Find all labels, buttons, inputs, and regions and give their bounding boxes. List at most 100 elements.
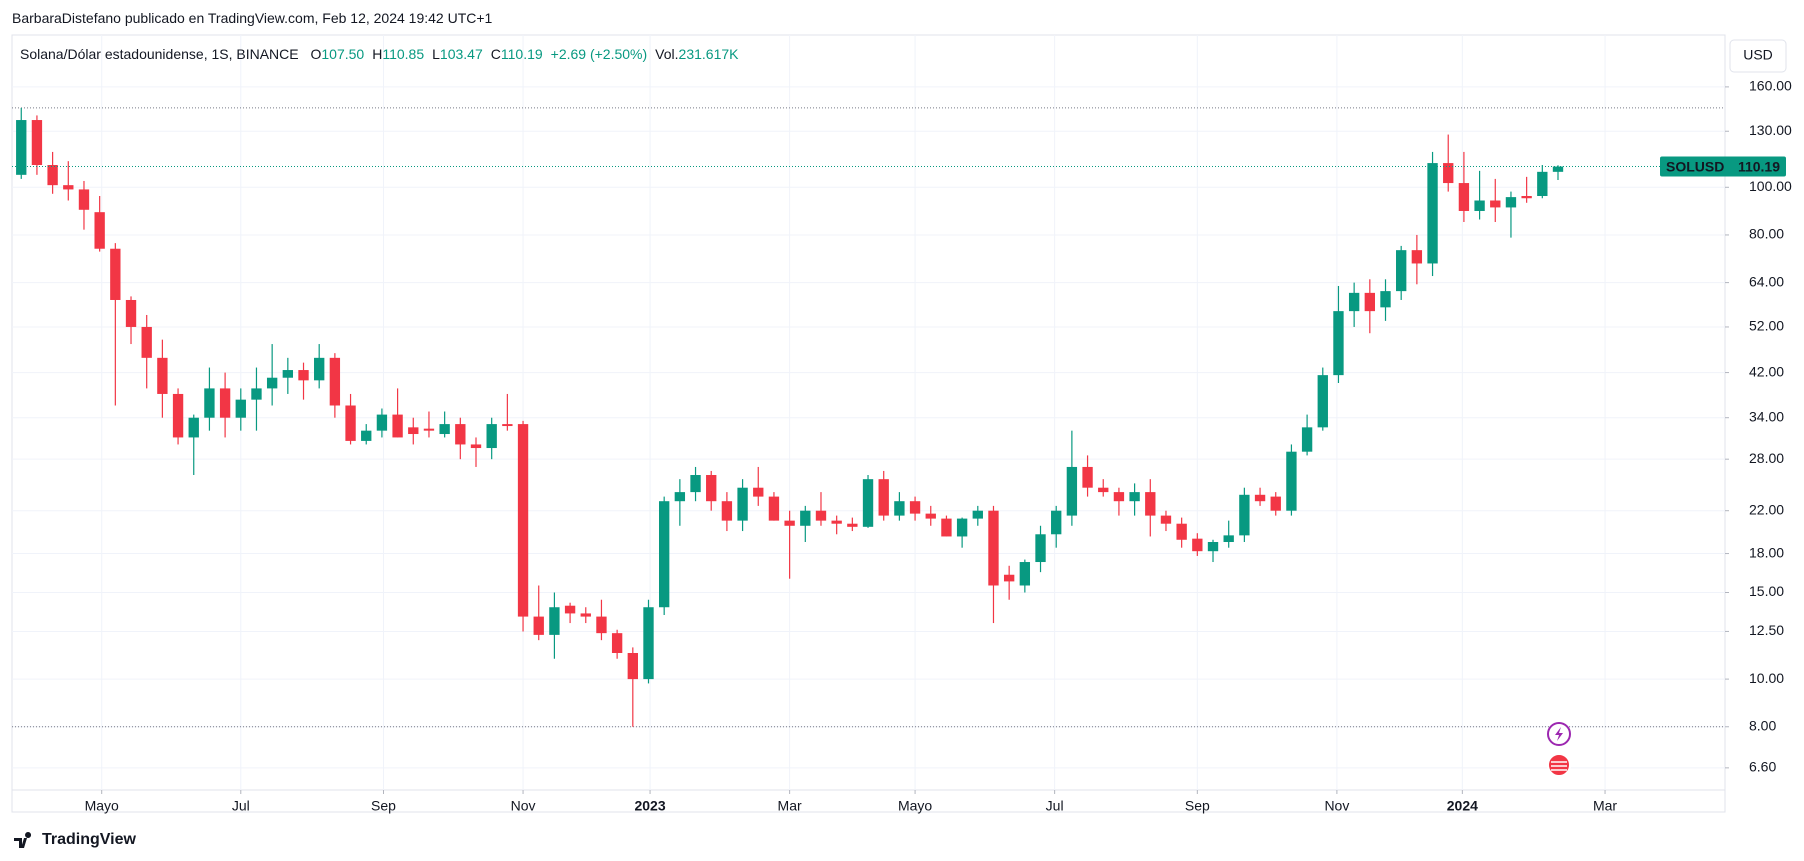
candle-body (533, 616, 544, 635)
candle-body (251, 388, 262, 400)
candle-body (219, 388, 231, 418)
candle-body (878, 479, 889, 516)
candles (12, 107, 1725, 727)
candle-body (1223, 535, 1234, 543)
candle-body (1333, 311, 1344, 376)
candle-body (643, 607, 654, 680)
legend-value: 103.47 (439, 46, 483, 62)
candle-body (800, 510, 811, 526)
candle-body (1317, 375, 1328, 428)
x-tick-label: Jul (232, 798, 250, 814)
candle-body (63, 185, 74, 190)
candle-body (314, 357, 325, 381)
candle-body (470, 444, 482, 449)
candle-body (909, 501, 921, 514)
candle-body (862, 479, 874, 527)
legend-volume: 231.617K (678, 46, 739, 62)
y-tick-label: 10.00 (1749, 670, 1784, 686)
legend-key: H (372, 46, 383, 62)
candle-body (1348, 292, 1360, 312)
candle-body (1113, 492, 1125, 502)
candle-body (1239, 494, 1250, 536)
grid (12, 35, 1725, 790)
candle-body (1380, 291, 1391, 308)
candle-body (831, 520, 842, 524)
candle-body (1490, 200, 1501, 208)
candle-body (1552, 166, 1564, 172)
legend-key: O (310, 46, 322, 62)
candle-body (611, 633, 623, 653)
legend-volume-key: Vol. (655, 46, 679, 62)
candle-body (204, 388, 215, 418)
x-tick-label: Mayo (898, 798, 932, 814)
candle-body (1521, 196, 1532, 199)
candle-body (847, 523, 858, 527)
currency[interactable]: USD (1743, 47, 1773, 63)
symbol-title: Solana/Dólar estadounidense, 1S, BINANCE (20, 46, 299, 62)
country-icon[interactable] (1547, 753, 1571, 777)
x-tick-label: 2024 (1447, 798, 1478, 814)
candle-body (486, 424, 497, 449)
candle-body (455, 424, 466, 445)
candle-body (16, 120, 27, 175)
candle-body (1537, 171, 1548, 197)
candle-body (392, 414, 403, 438)
candle-body (1098, 487, 1109, 493)
y-tick-label: 42.00 (1749, 363, 1784, 379)
candle-body (1396, 250, 1407, 292)
candle-body (784, 520, 795, 526)
candle-body (1411, 250, 1423, 264)
event-icon-bolt (1555, 727, 1563, 741)
y-tick-label: 34.00 (1749, 408, 1784, 424)
x-tick-label: Sep (1185, 798, 1210, 814)
price-tag-symbol: SOLUSD (1666, 158, 1724, 174)
x-tick-label: Sep (371, 798, 396, 814)
candle-body (329, 357, 341, 406)
candle-body (298, 370, 309, 381)
currency-box[interactable] (1729, 39, 1787, 73)
brand-logo (14, 832, 32, 848)
legend-value: 110.19 (500, 46, 543, 62)
axes: 160.00 130.00 100.00 80.00 64.00 52.00 42.00 34… (85, 78, 1792, 814)
candle-body (78, 189, 90, 210)
candle-body (1192, 538, 1203, 552)
candle-body (125, 299, 137, 327)
x-tick-label: Mar (1593, 798, 1617, 814)
candle-body (549, 607, 560, 635)
candle-body (1129, 492, 1140, 502)
y-tick-label: 8.00 (1749, 717, 1776, 733)
candle-body (1301, 427, 1313, 452)
candle-body (596, 616, 607, 634)
legend-key: C (490, 46, 501, 62)
candle-body (737, 487, 748, 521)
country-icon-stripes (1551, 761, 1567, 771)
candle-body (502, 424, 513, 427)
y-tick-label: 12.50 (1749, 622, 1784, 638)
candle-body (1286, 451, 1297, 511)
candle-body (439, 424, 450, 435)
candle-body (157, 357, 168, 394)
y-tick-label: 80.00 (1749, 226, 1784, 242)
candle-body (956, 518, 968, 537)
candle-body (361, 430, 372, 441)
y-tick-label: 52.00 (1749, 318, 1784, 334)
y-tick-label: 160.00 (1749, 78, 1792, 94)
candle-body (564, 605, 576, 614)
legend-value: 110.85 (382, 46, 425, 62)
candle-body (172, 393, 184, 438)
candle-body (408, 427, 419, 435)
candle-body (282, 370, 294, 378)
legend-key: L (432, 46, 440, 62)
byline: BarbaraDistefano publicado en TradingVie… (12, 10, 493, 26)
candle-body (1003, 574, 1015, 582)
candle-body (1176, 523, 1187, 540)
candle-body (1051, 510, 1062, 535)
price-tag (1660, 156, 1786, 177)
y-tick-label: 22.00 (1749, 501, 1784, 517)
candle-body (768, 496, 780, 521)
candle-body (925, 513, 936, 519)
brand: TradingView (42, 831, 136, 848)
candle-body (753, 487, 764, 497)
